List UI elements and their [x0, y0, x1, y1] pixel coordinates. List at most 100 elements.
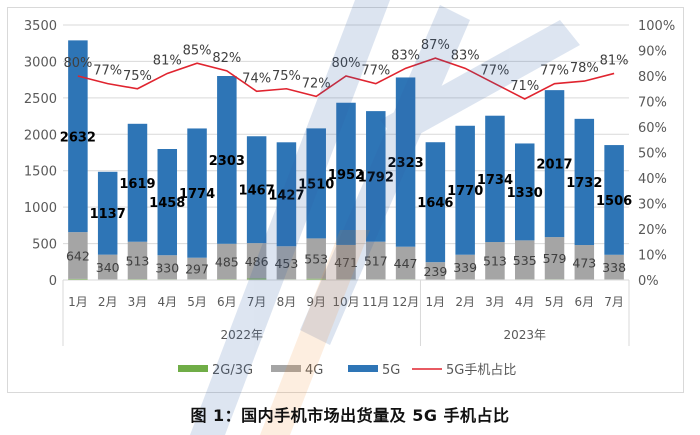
y-axis-tick-label: 0 — [49, 274, 57, 289]
bar-segment-5g — [574, 118, 595, 246]
data-label-5g: 1506 — [596, 194, 632, 209]
data-label-4g: 473 — [572, 255, 596, 270]
bar-segment-4g — [157, 255, 178, 280]
y2-axis-tick-label: 50% — [638, 147, 667, 162]
bar-segment-4g — [246, 243, 267, 279]
y2-axis-tick-label: 60% — [638, 121, 667, 136]
data-label-4g: 239 — [423, 264, 447, 279]
data-label-5g: 2017 — [536, 158, 572, 173]
bar-segment-5g — [246, 136, 267, 244]
data-label-5g: 1646 — [417, 196, 453, 211]
bar-segment-4g — [276, 246, 297, 280]
x-axis-tick-label: 6月 — [217, 295, 237, 309]
data-label-5g: 1774 — [179, 187, 215, 202]
legend-label: 5G手机占比 — [446, 363, 516, 378]
legend-swatch-4g — [271, 365, 301, 372]
bar-segment-5g — [68, 40, 88, 233]
bar-segment-5g — [366, 111, 386, 242]
data-label-4g: 553 — [304, 252, 328, 267]
x-axis-tick-label: 2月 — [455, 295, 475, 309]
x-axis-tick-label: 10月 — [332, 295, 359, 309]
y2-axis-tick-label: 40% — [638, 172, 667, 187]
data-label-4g: 447 — [394, 256, 418, 271]
data-label-5g: 1330 — [507, 186, 543, 201]
data-label-share: 80% — [332, 56, 361, 71]
x-axis-tick-label: 9月 — [306, 295, 326, 309]
y2-axis-tick-label: 30% — [638, 198, 667, 213]
bar-segment-4g — [127, 241, 148, 280]
data-label-5g: 1792 — [358, 170, 394, 185]
gridlines: 0 500 1000 1500 2000 2500 3000 3500 0% 10% 20% 30% 4… — [24, 19, 675, 289]
bar-segment-5g — [217, 76, 237, 244]
data-label-share: 83% — [391, 48, 420, 63]
data-label-4g: 297 — [185, 262, 209, 277]
x-axis-group-label: 2023年 — [503, 328, 546, 342]
bar-segment-4g — [97, 254, 118, 280]
bar-segment-4g — [485, 242, 505, 280]
bar-segment-4g — [68, 232, 88, 279]
data-label-5g: 1619 — [119, 177, 155, 192]
data-label-4g: 513 — [483, 254, 507, 269]
y2-axis-tick-label: 100% — [638, 19, 675, 34]
y2-axis-tick-label: 10% — [638, 249, 667, 264]
x-axis-tick-label: 2月 — [98, 295, 118, 309]
data-label-4g: 453 — [274, 256, 298, 271]
legend-label: 2G/3G — [212, 363, 253, 378]
x-axis-tick-label: 3月 — [485, 295, 505, 309]
data-label-5g: 2632 — [60, 130, 96, 145]
data-label-4g: 535 — [513, 253, 537, 268]
x-axis-tick-label: 8月 — [277, 295, 297, 309]
legend-label: 5G — [382, 363, 400, 378]
bar-segment-4g — [425, 262, 446, 280]
x-axis-tick-label: 3月 — [128, 295, 148, 309]
data-label-4g: 339 — [453, 260, 477, 275]
data-label-5g: 1427 — [268, 188, 304, 203]
x-axis: 1月 2月 3月 4月 5月 6月 7月 8月 9月 10月 11月 12月 1月 2月 3月 4月 5月 6月 7… — [62, 279, 630, 346]
bar-segment-5g — [276, 142, 297, 247]
bars: 642 2632 340 1137 513 1619 330 1458 297 1774 485 23… — [60, 40, 632, 280]
x-axis-tick-label: 5月 — [545, 295, 565, 309]
x-axis-tick-label: 7月 — [604, 295, 624, 309]
chart-caption: 图 1：国内手机市场出货量及 5G 手机占比 — [190, 406, 510, 425]
bar-segment-5g — [127, 123, 148, 242]
data-label-share: 74% — [242, 71, 271, 86]
y2-axis-tick-label: 90% — [638, 45, 667, 60]
data-label-share: 72% — [302, 76, 331, 91]
data-label-share: 75% — [123, 69, 152, 84]
data-label-5g: 1458 — [149, 196, 185, 211]
data-label-share: 78% — [570, 61, 599, 76]
data-label-4g: 486 — [245, 254, 269, 269]
data-label-share: 75% — [272, 69, 301, 84]
x-axis-tick-label: 7月 — [247, 295, 267, 309]
y-axis-tick-label: 2000 — [24, 128, 57, 143]
y2-axis-tick-label: 0% — [638, 274, 659, 289]
y2-axis-tick-label: 80% — [638, 70, 667, 85]
share-line: 80%77% 75%81%85%82%74% 75%72%80%77%83%87%8… — [63, 38, 629, 100]
bar-segment-2g-3g — [68, 278, 88, 280]
bar-segment-5g — [544, 90, 565, 238]
y-axis-tick-label: 3500 — [24, 19, 57, 34]
data-label-5g: 1467 — [239, 184, 275, 199]
bar-segment-5g — [604, 145, 624, 255]
legend-label: 4G — [305, 363, 323, 378]
data-label-share: 77% — [361, 64, 390, 79]
bar-segment-5g — [97, 171, 118, 255]
bar-segment-4g — [455, 254, 475, 280]
chart-frame: 0 500 1000 1500 2000 2500 3000 3500 0% 10% 20% 30% 4… — [7, 7, 684, 393]
x-axis-tick-label: 11月 — [362, 295, 389, 309]
data-label-5g: 1734 — [477, 173, 513, 188]
data-label-4g: 471 — [334, 255, 358, 270]
bar-segment-4g — [336, 244, 356, 280]
data-label-share: 81% — [600, 53, 629, 68]
x-axis-tick-label: 4月 — [515, 295, 535, 309]
bar-segment-5g — [514, 143, 535, 241]
data-label-5g: 1952 — [328, 168, 364, 183]
bar-segment-4g — [395, 246, 416, 280]
y2-axis-tick-label: 20% — [638, 223, 667, 238]
data-label-share: 80% — [63, 56, 92, 71]
data-label-5g: 2323 — [387, 156, 423, 171]
data-label-share: 85% — [183, 43, 212, 58]
y-axis-tick-label: 2500 — [24, 92, 57, 107]
data-label-4g: 340 — [96, 260, 120, 275]
y2-axis-tick-label: 70% — [638, 96, 667, 111]
